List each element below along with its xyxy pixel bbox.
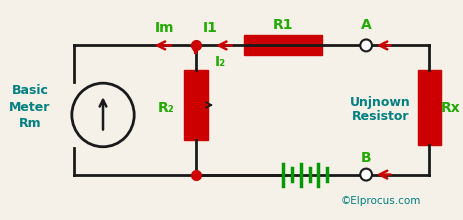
Text: ©Elprocus.com: ©Elprocus.com [340,196,420,206]
Text: Im: Im [154,22,174,35]
Text: Rm: Rm [19,117,41,130]
Bar [183,70,208,140]
Text: Rx: Rx [440,101,460,115]
Text: R₂: R₂ [157,101,174,115]
Text: R1: R1 [272,18,293,33]
Text: Resistor: Resistor [351,110,409,123]
Circle shape [359,39,371,51]
Text: I1: I1 [202,22,217,35]
Text: Unjnown: Unjnown [350,95,410,108]
Bar [417,70,440,145]
Circle shape [359,169,371,181]
Text: Meter: Meter [9,101,50,114]
Text: Basic: Basic [12,84,48,97]
Text: I₂: I₂ [215,55,226,69]
Text: B: B [360,151,371,165]
Bar [244,35,322,55]
Text: A: A [360,18,371,33]
